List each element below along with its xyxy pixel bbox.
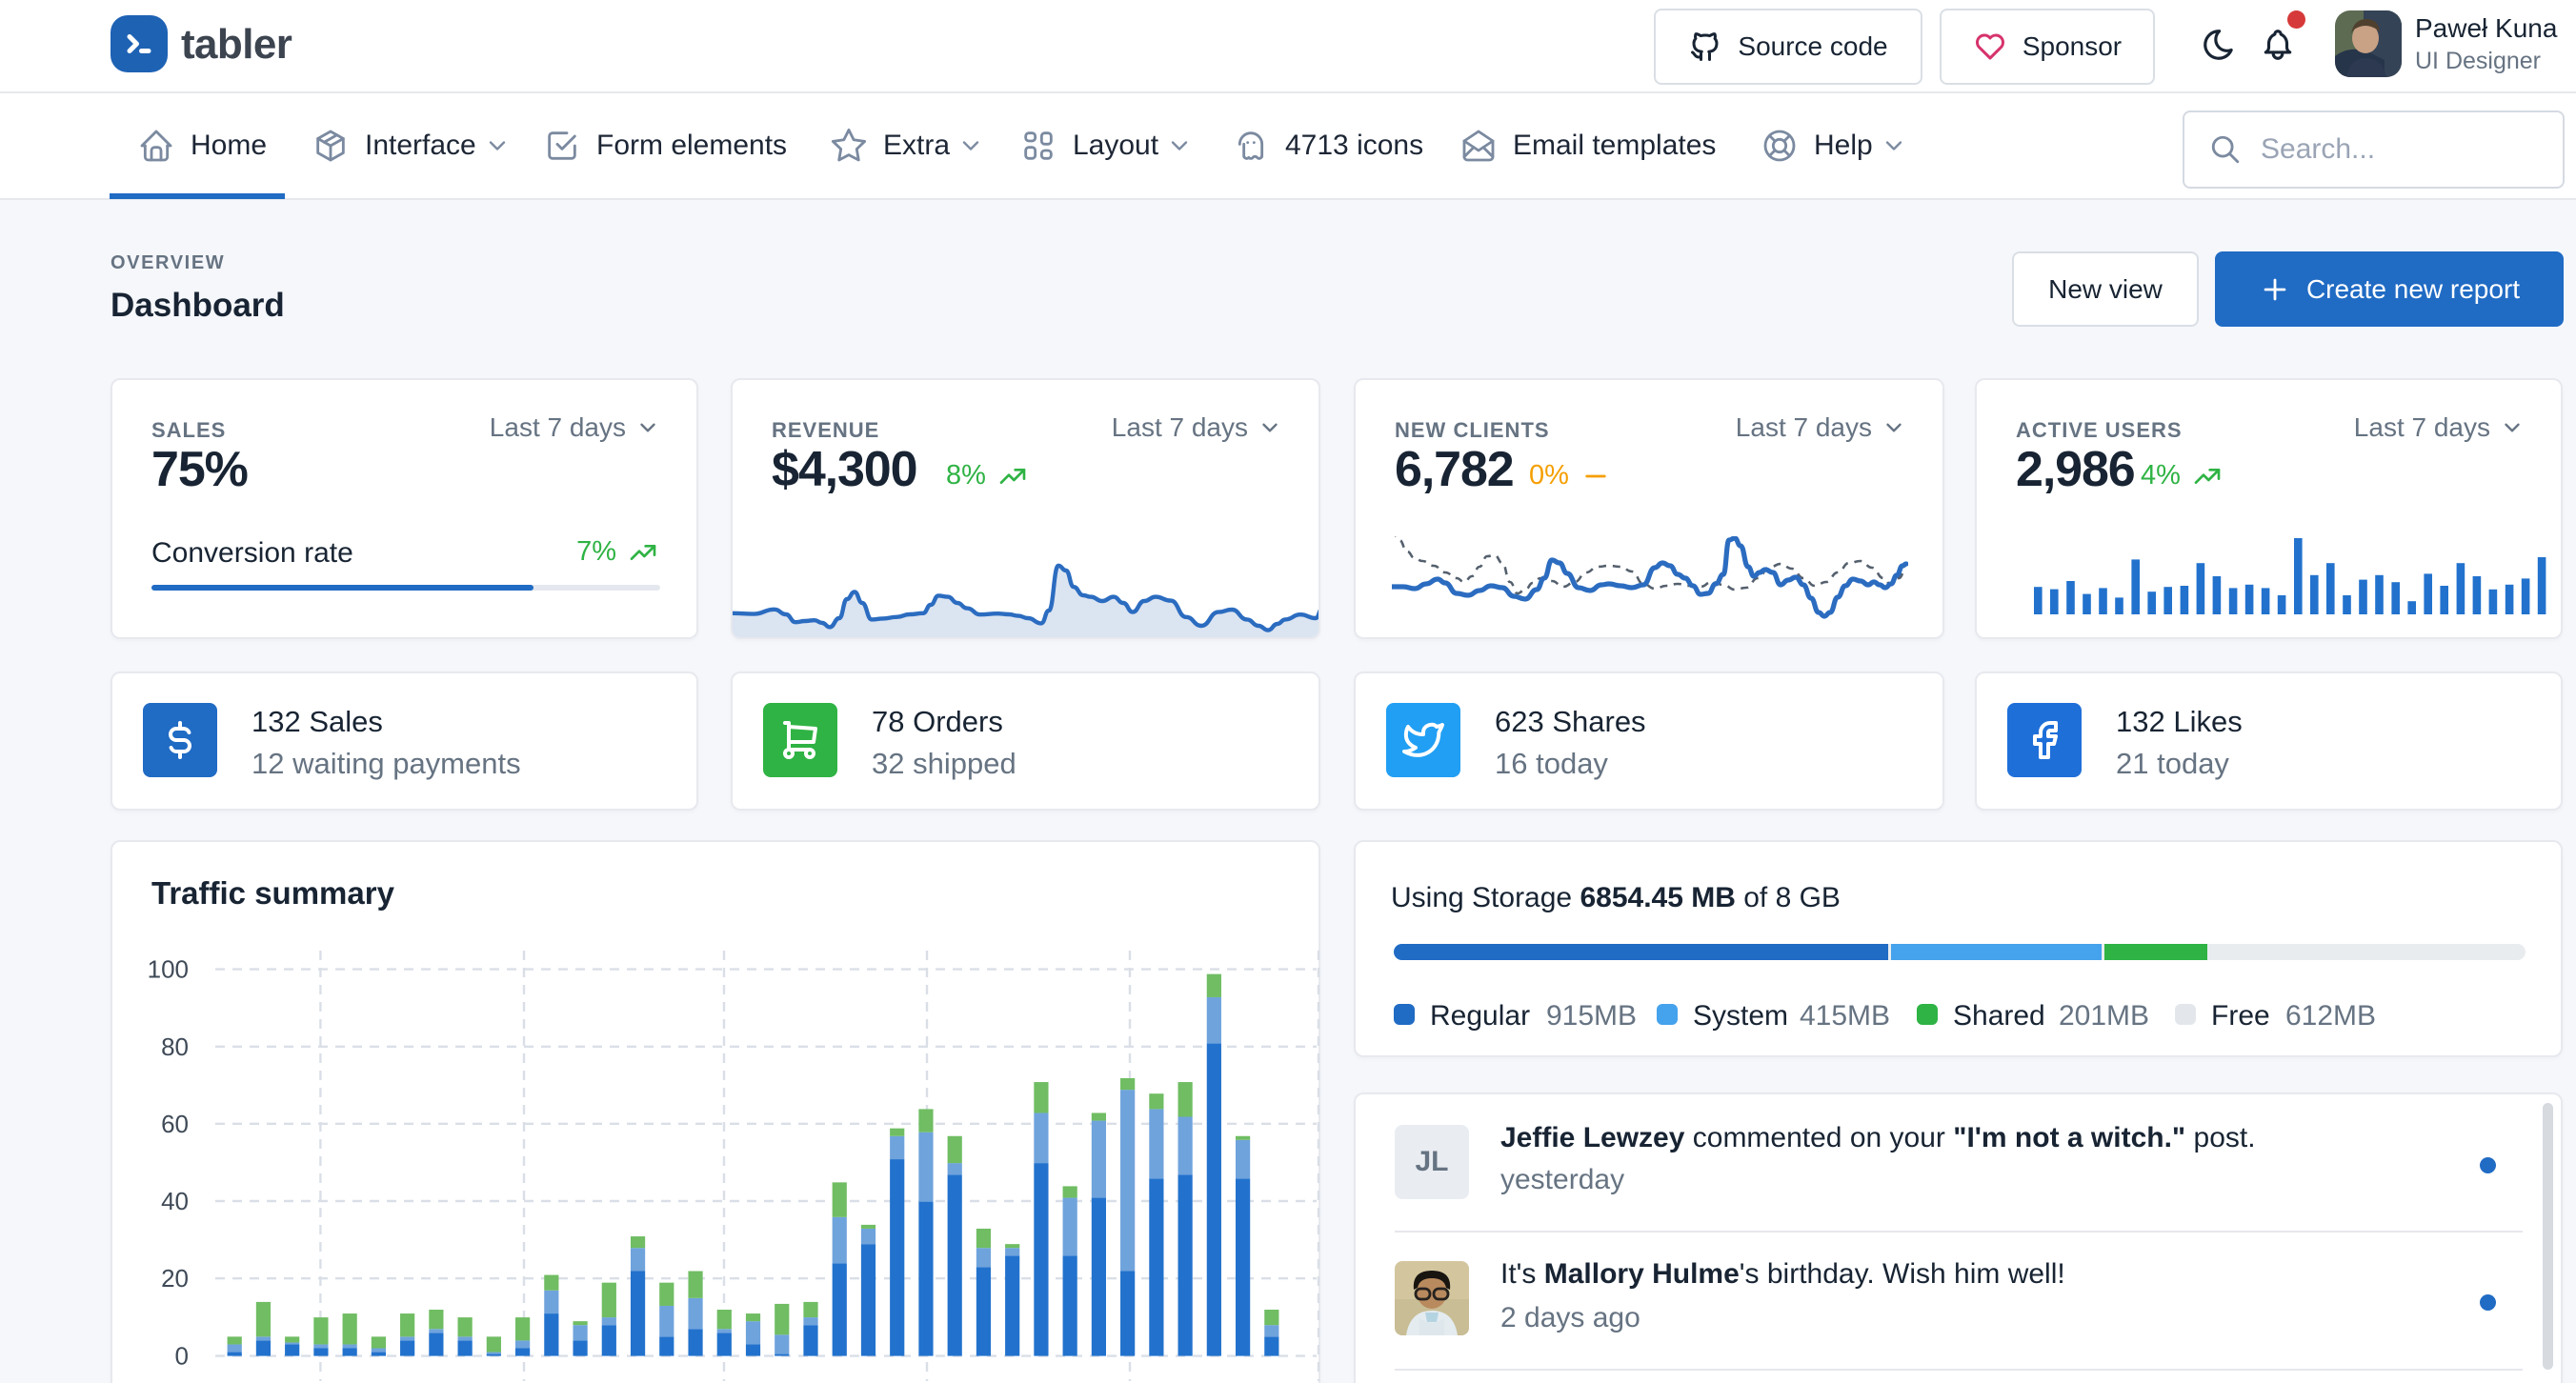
svg-text:40: 40 (161, 1187, 189, 1215)
svg-text:0: 0 (175, 1342, 189, 1371)
svg-text:100: 100 (148, 955, 189, 984)
svg-text:20: 20 (161, 1264, 189, 1293)
svg-text:60: 60 (161, 1110, 189, 1138)
svg-text:80: 80 (161, 1032, 189, 1061)
